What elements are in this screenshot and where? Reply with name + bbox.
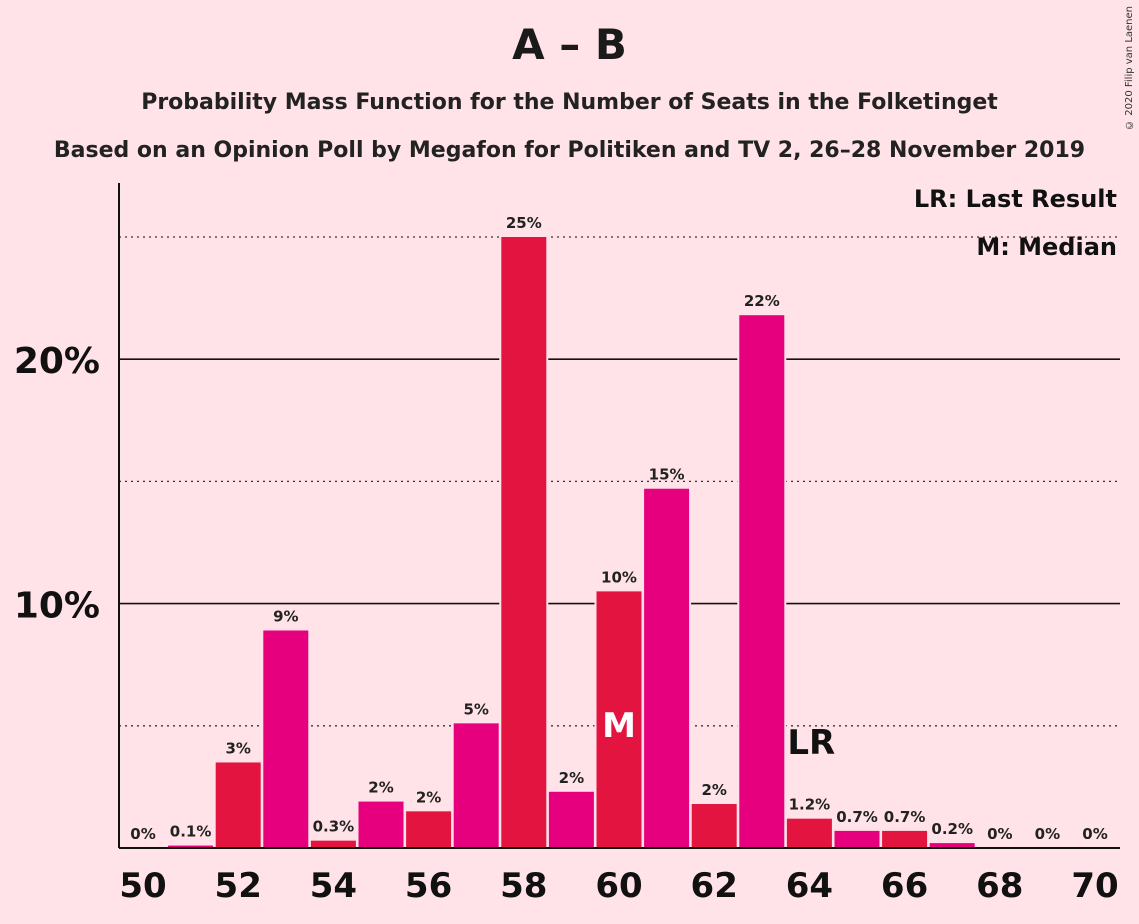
median-marker: M (602, 706, 636, 746)
bar-seat-54 (310, 840, 356, 848)
bar-seat-52 (215, 762, 261, 848)
bar-seat-53 (263, 630, 309, 848)
bar-value-label: 5% (463, 700, 488, 718)
legend-median: M: Median (976, 233, 1117, 261)
x-tick-label: 50 (119, 866, 166, 906)
chart-title: A – B (512, 20, 627, 69)
bar-value-label: 10% (601, 568, 637, 586)
chart-subtitle: Probability Mass Function for the Number… (141, 90, 998, 115)
y-tick-label: 10% (14, 586, 100, 627)
bar-seat-56 (406, 811, 452, 848)
bar-value-label: 3% (225, 739, 250, 757)
bar-seat-63 (739, 315, 785, 848)
x-tick-label: 58 (500, 866, 547, 906)
bar-value-label: 9% (273, 607, 298, 625)
x-tick-label: 62 (691, 866, 738, 906)
x-tick-label: 68 (976, 866, 1023, 906)
x-tick-label: 56 (405, 866, 452, 906)
bar-seat-66 (882, 830, 928, 848)
legend-last-result: LR: Last Result (913, 185, 1117, 213)
bar-value-label: 15% (649, 466, 685, 484)
bar-seat-51 (168, 845, 214, 848)
x-tick-label: 66 (881, 866, 928, 906)
bar-value-label: 0.3% (313, 818, 355, 836)
chart-source-line: Based on an Opinion Poll by Megafon for … (53, 138, 1086, 163)
bar-value-label: 0.7% (884, 808, 926, 826)
bar-value-label: 0% (987, 825, 1012, 843)
bar-seat-59 (548, 791, 594, 848)
bar-value-label: 2% (368, 779, 393, 797)
x-tick-label: 64 (786, 866, 833, 906)
bar-seat-67 (929, 843, 975, 848)
bar-value-label: 2% (559, 769, 584, 787)
bar-seat-55 (358, 801, 404, 848)
x-tick-label: 70 (1071, 866, 1118, 906)
bar-seat-57 (453, 723, 499, 848)
bar-value-label: 0% (130, 825, 155, 843)
bar-value-label: 0.1% (170, 823, 212, 841)
x-tick-label: 54 (310, 866, 357, 906)
bar-value-label: 22% (744, 292, 780, 310)
bar-value-label: 0.2% (931, 820, 973, 838)
bar-seat-60 (596, 591, 642, 848)
x-tick-label: 52 (215, 866, 262, 906)
last-result-marker: LR (787, 723, 835, 763)
y-tick-label: 20% (14, 341, 100, 382)
bar-value-label: 2% (701, 781, 726, 799)
bar-seat-58 (501, 237, 547, 848)
bar-value-label: 25% (506, 214, 542, 232)
x-tick-label: 60 (595, 866, 642, 906)
bar-value-label: 0.7% (836, 808, 878, 826)
bar-value-label: 0% (1035, 825, 1060, 843)
bar-seat-61 (644, 488, 690, 848)
bar-seat-64 (786, 818, 832, 848)
bar-seat-62 (691, 804, 737, 848)
bar-value-label: 2% (416, 788, 441, 806)
bar-seat-65 (834, 830, 880, 848)
bar-value-label: 1.2% (789, 796, 831, 814)
bar-value-label: 0% (1082, 825, 1107, 843)
